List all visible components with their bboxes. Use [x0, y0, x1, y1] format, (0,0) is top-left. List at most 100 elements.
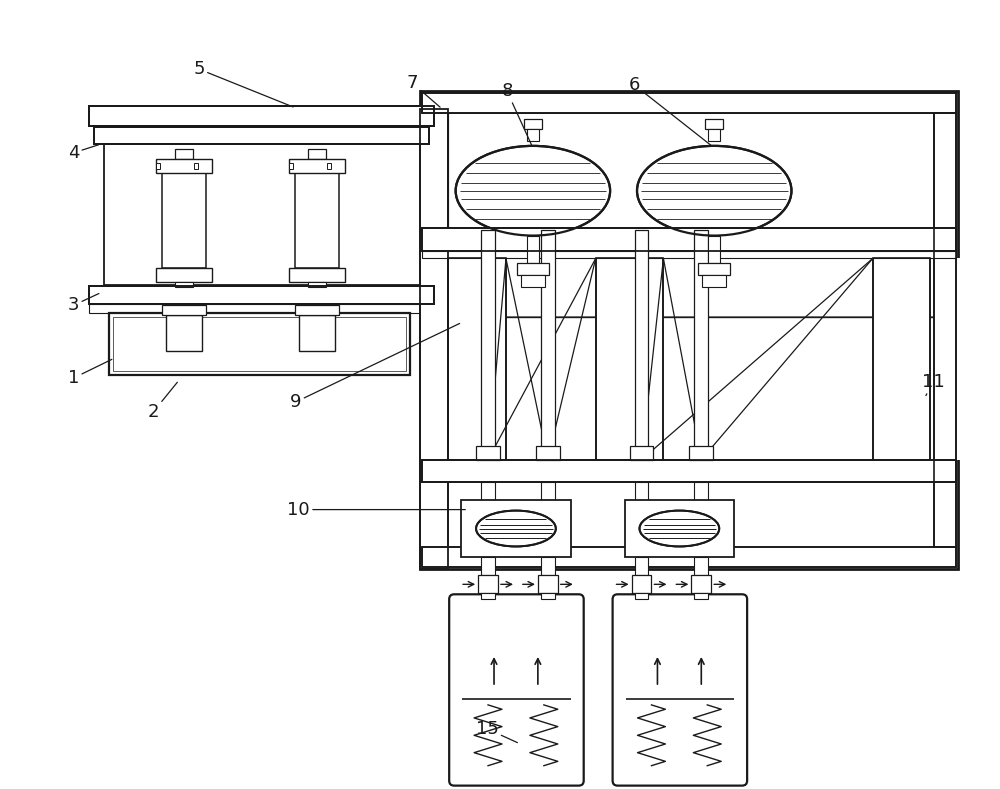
Text: 9: 9	[290, 323, 460, 411]
Ellipse shape	[456, 146, 610, 236]
Bar	[156, 163, 160, 169]
Text: 7: 7	[407, 74, 440, 107]
Bar	[708, 236, 720, 264]
Bar	[94, 127, 429, 144]
Bar	[481, 593, 495, 600]
Bar	[541, 557, 555, 575]
Bar	[934, 113, 956, 548]
Bar	[422, 93, 956, 113]
Bar	[422, 227, 956, 251]
Bar	[702, 275, 726, 287]
Bar	[596, 259, 663, 460]
Bar	[327, 163, 331, 169]
Bar	[635, 482, 648, 499]
Bar	[541, 230, 555, 458]
Bar	[295, 305, 339, 316]
Bar	[694, 230, 708, 458]
Bar	[422, 227, 956, 251]
FancyBboxPatch shape	[449, 594, 584, 786]
Text: 15: 15	[476, 720, 517, 742]
Bar	[691, 575, 711, 593]
Bar	[94, 127, 429, 144]
Bar	[506, 259, 1000, 460]
Bar	[89, 305, 434, 313]
Bar	[541, 482, 555, 499]
Bar	[476, 446, 500, 460]
Bar	[708, 129, 720, 141]
FancyBboxPatch shape	[448, 113, 934, 317]
Bar	[109, 313, 410, 375]
Bar	[481, 230, 495, 458]
Bar	[448, 259, 506, 460]
Bar	[873, 259, 930, 460]
Bar	[635, 230, 648, 458]
Bar	[517, 264, 549, 275]
Bar	[635, 557, 648, 575]
Bar	[162, 173, 206, 268]
Bar	[420, 109, 448, 570]
Bar	[448, 113, 934, 317]
Bar	[536, 446, 560, 460]
Bar	[524, 119, 542, 129]
Bar	[478, 575, 498, 593]
Text: 2: 2	[147, 382, 177, 421]
Bar	[89, 286, 434, 305]
Bar	[481, 557, 495, 575]
Bar	[632, 575, 651, 593]
Bar	[156, 268, 212, 282]
Ellipse shape	[640, 510, 719, 547]
Text: 4: 4	[68, 144, 99, 162]
FancyBboxPatch shape	[613, 594, 747, 786]
Bar	[175, 149, 193, 159]
Bar	[694, 593, 708, 600]
Bar	[630, 446, 653, 460]
Bar	[527, 236, 539, 264]
Bar	[481, 482, 495, 499]
Bar	[934, 113, 956, 548]
Bar	[596, 259, 663, 460]
Bar	[104, 144, 431, 286]
Text: 3: 3	[68, 294, 99, 314]
Bar	[422, 548, 956, 567]
Bar	[705, 119, 723, 129]
Bar	[420, 91, 958, 570]
Bar	[422, 460, 956, 482]
Bar	[698, 264, 730, 275]
Bar	[694, 482, 708, 499]
Bar	[635, 593, 648, 600]
Ellipse shape	[637, 146, 791, 236]
Bar	[308, 282, 326, 287]
Bar	[541, 593, 555, 600]
Bar	[89, 106, 434, 126]
Bar	[308, 149, 326, 159]
Bar	[289, 268, 345, 282]
Bar	[521, 275, 545, 287]
Bar	[625, 499, 734, 557]
Bar	[299, 316, 335, 351]
Bar	[113, 317, 406, 371]
Text: 5: 5	[193, 60, 293, 107]
Bar	[89, 286, 434, 305]
Bar	[422, 548, 956, 567]
Bar	[289, 163, 293, 169]
Bar	[538, 575, 558, 593]
Bar	[422, 93, 956, 113]
Bar	[89, 106, 434, 126]
Bar	[873, 259, 930, 460]
Bar	[194, 163, 198, 169]
Text: 10: 10	[287, 500, 465, 518]
Text: 1: 1	[68, 359, 112, 387]
Bar	[461, 499, 571, 557]
Text: 11: 11	[922, 373, 945, 395]
Bar	[166, 316, 202, 351]
Bar	[422, 460, 956, 482]
Text: 8: 8	[501, 82, 532, 145]
Bar	[162, 305, 206, 316]
Ellipse shape	[476, 510, 556, 547]
Bar	[527, 129, 539, 141]
Bar	[156, 159, 212, 173]
Bar	[289, 159, 345, 173]
Bar	[420, 109, 448, 570]
Bar	[175, 282, 193, 287]
Bar	[694, 557, 708, 575]
